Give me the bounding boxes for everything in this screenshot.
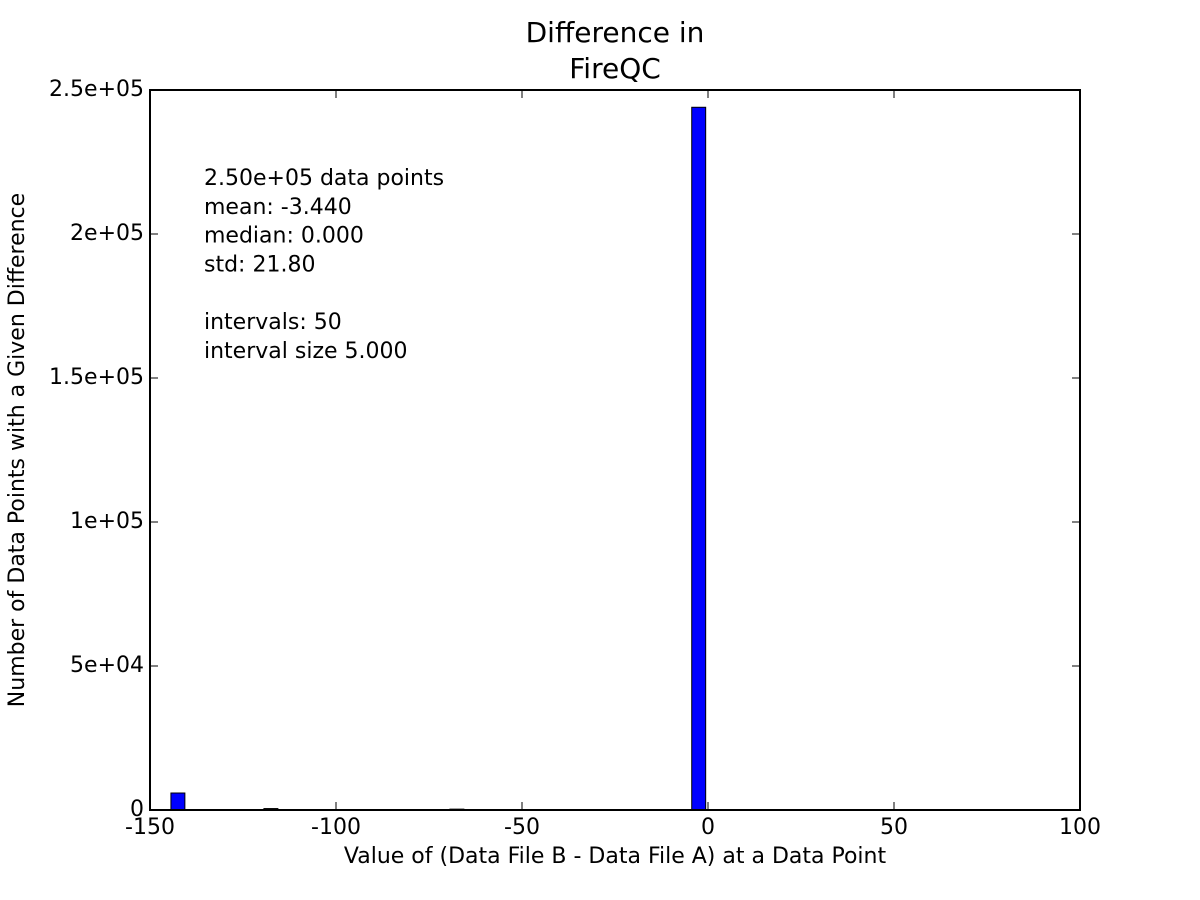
x-tick-label: -50 xyxy=(504,815,540,840)
y-tick-label: 1.5e+05 xyxy=(49,365,144,390)
y-axis-label: Number of Data Points with a Given Diffe… xyxy=(5,193,30,707)
y-tick-label: 2.5e+05 xyxy=(49,77,144,102)
annotation-line: std: 21.80 xyxy=(204,252,315,277)
annotation-line: interval size 5.000 xyxy=(204,339,408,364)
chart-title: FireQC xyxy=(569,52,661,85)
y-tick-label: 1e+05 xyxy=(70,509,144,534)
annotation-line: 2.50e+05 data points xyxy=(204,166,444,191)
annotation-line: mean: -3.440 xyxy=(204,195,352,220)
annotation-line: median: 0.000 xyxy=(204,224,364,249)
y-tick-label: 0 xyxy=(130,797,144,822)
x-tick-label: 100 xyxy=(1059,815,1101,840)
x-tick-label: -100 xyxy=(311,815,361,840)
x-tick-label: 0 xyxy=(701,815,715,840)
chart-title: Difference in xyxy=(526,16,705,49)
annotation-line: intervals: 50 xyxy=(204,310,342,335)
bar xyxy=(691,106,707,811)
y-tick-label: 2e+05 xyxy=(70,221,144,246)
x-tick-label: 50 xyxy=(880,815,908,840)
x-tick-label: -150 xyxy=(125,815,175,840)
bar xyxy=(170,792,186,811)
y-tick-label: 5e+04 xyxy=(70,653,144,678)
plot-frame xyxy=(149,89,1081,811)
x-axis-label: Value of (Data File B - Data File A) at … xyxy=(344,844,887,869)
